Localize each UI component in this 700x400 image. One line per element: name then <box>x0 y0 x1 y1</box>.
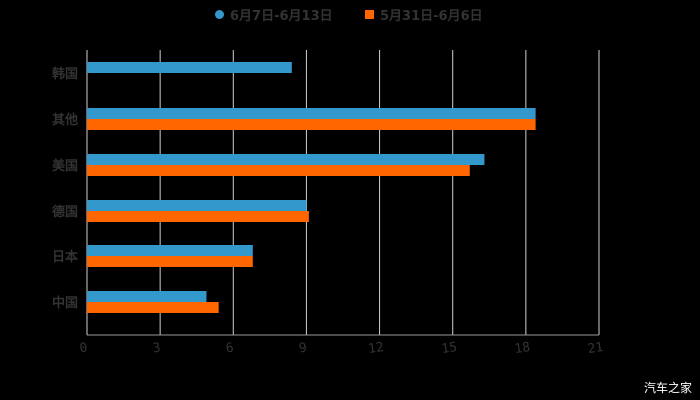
bar <box>87 256 253 267</box>
bar <box>87 200 307 211</box>
x-tick-label: 6 <box>225 341 235 357</box>
x-tick-label: 12 <box>367 340 385 357</box>
square-marker-icon <box>365 9 374 19</box>
circle-marker-icon <box>215 9 224 19</box>
category-label: 德国 <box>52 204 78 220</box>
legend-label: 6月7日-6月13日 <box>230 8 333 24</box>
bar <box>87 108 536 119</box>
category-label: 日本 <box>52 249 78 265</box>
category-label: 韩国 <box>52 66 78 82</box>
bar <box>87 62 292 73</box>
chart-legend: 6月7日-6月13日 5月31日-6月6日 <box>0 4 700 24</box>
bar <box>87 119 536 130</box>
category-label: 美国 <box>52 158 78 174</box>
legend-item-series-1[interactable]: 6月7日-6月13日 <box>215 4 333 24</box>
bar <box>87 211 309 222</box>
category-label: 其他 <box>52 112 78 128</box>
bar <box>87 165 470 176</box>
bar <box>87 291 207 302</box>
x-tick-label: 18 <box>514 340 532 357</box>
bar <box>87 302 219 313</box>
x-tick-label: 3 <box>152 341 162 357</box>
x-tick-label: 9 <box>298 341 308 357</box>
category-label: 中国 <box>52 295 78 311</box>
watermark: 汽车之家 <box>643 381 692 395</box>
bar <box>87 154 485 165</box>
bar <box>87 245 253 256</box>
x-tick-label: 0 <box>79 341 89 357</box>
x-tick-label: 21 <box>587 340 605 357</box>
x-tick-label: 15 <box>440 340 458 357</box>
legend-item-series-2[interactable]: 5月31日-6月6日 <box>365 4 483 24</box>
legend-label: 5月31日-6月6日 <box>380 8 483 24</box>
